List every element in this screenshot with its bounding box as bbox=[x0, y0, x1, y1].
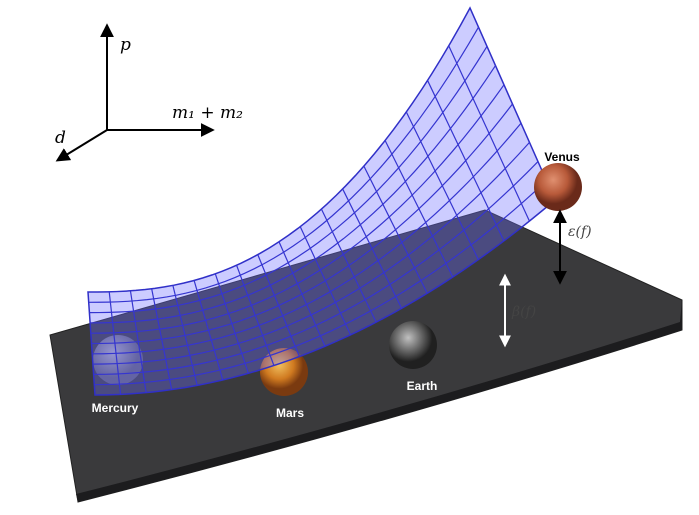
mesh-line bbox=[363, 165, 428, 294]
axis-label: m₁ + m₂ bbox=[172, 103, 243, 123]
mesh-line bbox=[299, 226, 352, 336]
planet-label: Mercury bbox=[92, 401, 139, 415]
mesh-line bbox=[172, 285, 198, 386]
planet-label: Mars bbox=[276, 406, 304, 420]
axis-d bbox=[55, 129, 108, 162]
planet-earth bbox=[389, 321, 437, 369]
gap-label: β(f) bbox=[511, 304, 536, 320]
mesh-surface bbox=[87, 6, 556, 396]
mesh-line bbox=[129, 290, 147, 393]
mesh-line bbox=[151, 288, 173, 390]
mesh-line bbox=[384, 140, 454, 278]
planet-mercury bbox=[93, 335, 143, 385]
mesh-line bbox=[448, 45, 530, 222]
planet-label: Earth bbox=[407, 379, 438, 393]
axis-label: p bbox=[120, 35, 131, 55]
axis-label: d bbox=[55, 128, 66, 148]
planet-label: Venus bbox=[544, 150, 580, 164]
mesh-line bbox=[278, 241, 326, 347]
mesh-line bbox=[320, 208, 377, 323]
gap-label: ε(f) bbox=[568, 224, 592, 240]
planet-venus bbox=[534, 163, 582, 211]
mesh-line bbox=[427, 80, 505, 242]
mesh-line bbox=[193, 280, 224, 381]
mesh-line bbox=[405, 111, 479, 260]
mesh-line bbox=[214, 273, 249, 374]
mesh-line bbox=[257, 254, 300, 357]
mesh-line bbox=[342, 188, 403, 309]
mesh-line bbox=[108, 291, 122, 395]
sheet-edge bbox=[76, 300, 682, 502]
mesh-line bbox=[235, 265, 275, 366]
